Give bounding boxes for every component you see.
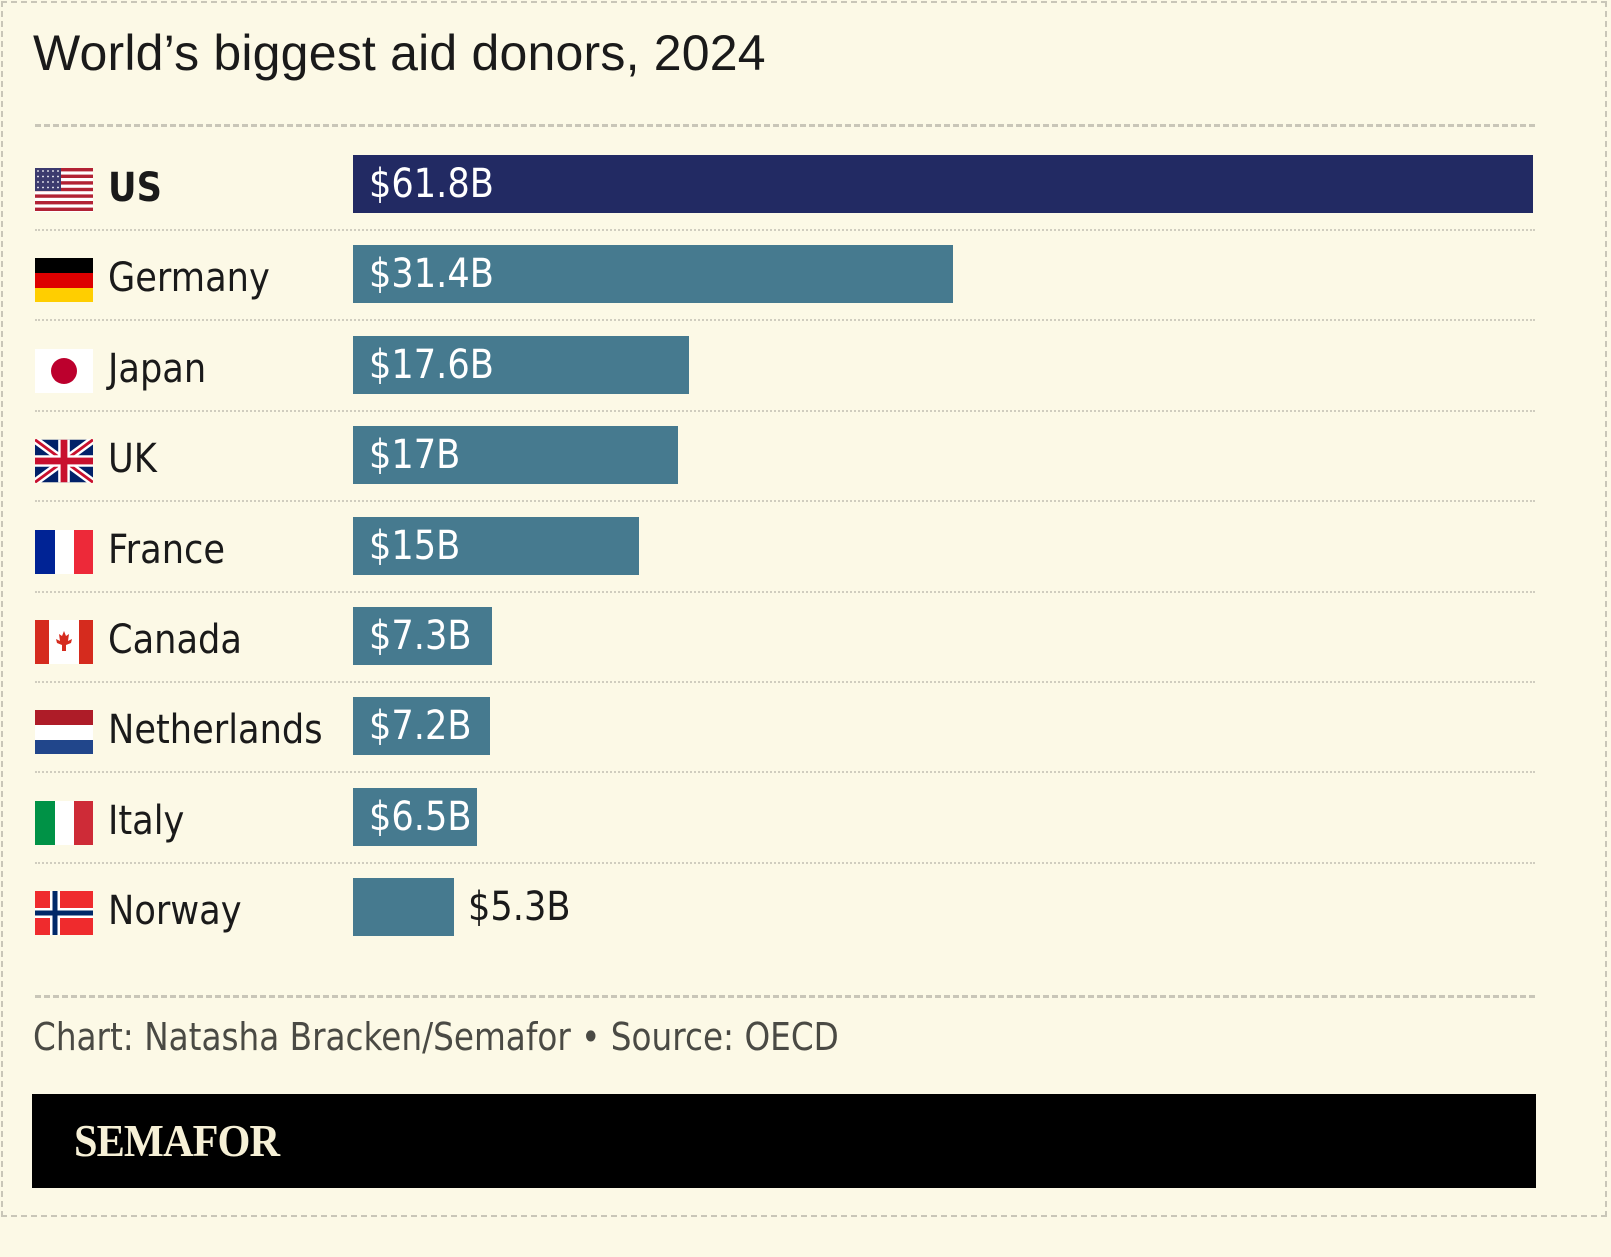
netherlands-flag-icon: [35, 710, 93, 755]
category-label: Italy: [108, 797, 185, 844]
bar-uk: [353, 426, 678, 485]
bar-row: UK $17B: [32, 426, 1535, 516]
italy-flag-icon: [35, 800, 93, 845]
bar-italy: [353, 787, 478, 846]
category-label: US: [108, 165, 162, 211]
data-label: $6.5B: [369, 793, 472, 840]
norway-flag-icon: [35, 891, 93, 936]
france-flag-icon: [35, 529, 93, 574]
top-divider: [35, 124, 1535, 127]
bar-us: [353, 155, 1533, 213]
bar-row: Norway $5.3B: [35, 878, 1535, 968]
chart-frame: [1, 1, 1607, 1217]
data-label: $5.3B: [468, 884, 571, 931]
japan-flag-icon: [35, 348, 93, 393]
category-label: Japan: [108, 345, 207, 392]
data-label: $31.4B: [369, 251, 494, 298]
row-separator: [35, 590, 1535, 607]
row-separator: [35, 229, 1535, 245]
row-separator: [35, 771, 1535, 787]
bar-norway: [353, 878, 455, 937]
uk-flag-icon: [32, 436, 96, 486]
bar-row: Japan $17.6B: [35, 335, 1535, 426]
bottom-divider: [35, 995, 1535, 998]
canada-flag-icon: [35, 620, 93, 664]
row-separator: [35, 500, 1535, 516]
us-flag-icon: [35, 168, 93, 212]
category-label: Norway: [108, 888, 242, 935]
source-credit: Chart: Natasha Bracken/Semafor • Source:…: [33, 1015, 839, 1059]
semafor-logo: SEMAFOR: [74, 1115, 280, 1166]
row-separator: [35, 681, 1535, 697]
data-label: $17B: [369, 432, 461, 479]
bar-france: [353, 516, 640, 575]
bar-row: US $61.8B: [35, 155, 1535, 245]
category-label: Canada: [108, 617, 242, 663]
category-label: Germany: [108, 255, 270, 302]
data-label: $7.2B: [369, 703, 472, 750]
category-label: Netherlands: [108, 707, 323, 754]
data-label: $15B: [369, 522, 461, 569]
row-separator: [35, 319, 1535, 335]
category-label: UK: [108, 436, 157, 483]
data-label: $17.6B: [369, 341, 494, 388]
data-label: $7.3B: [369, 613, 472, 659]
category-label: France: [108, 526, 226, 573]
row-separator: [35, 861, 1535, 878]
germany-flag-icon: [35, 258, 93, 303]
bar-row: Italy $6.5B: [35, 787, 1535, 878]
bar-japan: [353, 335, 690, 394]
bar-germany: [353, 245, 953, 304]
row-separator: [35, 409, 1535, 426]
bar-row: France $15B: [35, 516, 1535, 607]
bar-canada: [353, 607, 493, 665]
data-label: $61.8B: [369, 161, 494, 207]
bar-netherlands: [353, 697, 491, 756]
bar-row: Netherlands $7.2B: [35, 697, 1535, 787]
bar-row: Germany $31.4B: [35, 245, 1535, 335]
chart-title: World’s biggest aid donors, 2024: [33, 25, 766, 81]
brand-footer: SEMAFOR: [32, 1094, 1536, 1188]
bar-row: Canada $7.3B: [35, 607, 1535, 697]
